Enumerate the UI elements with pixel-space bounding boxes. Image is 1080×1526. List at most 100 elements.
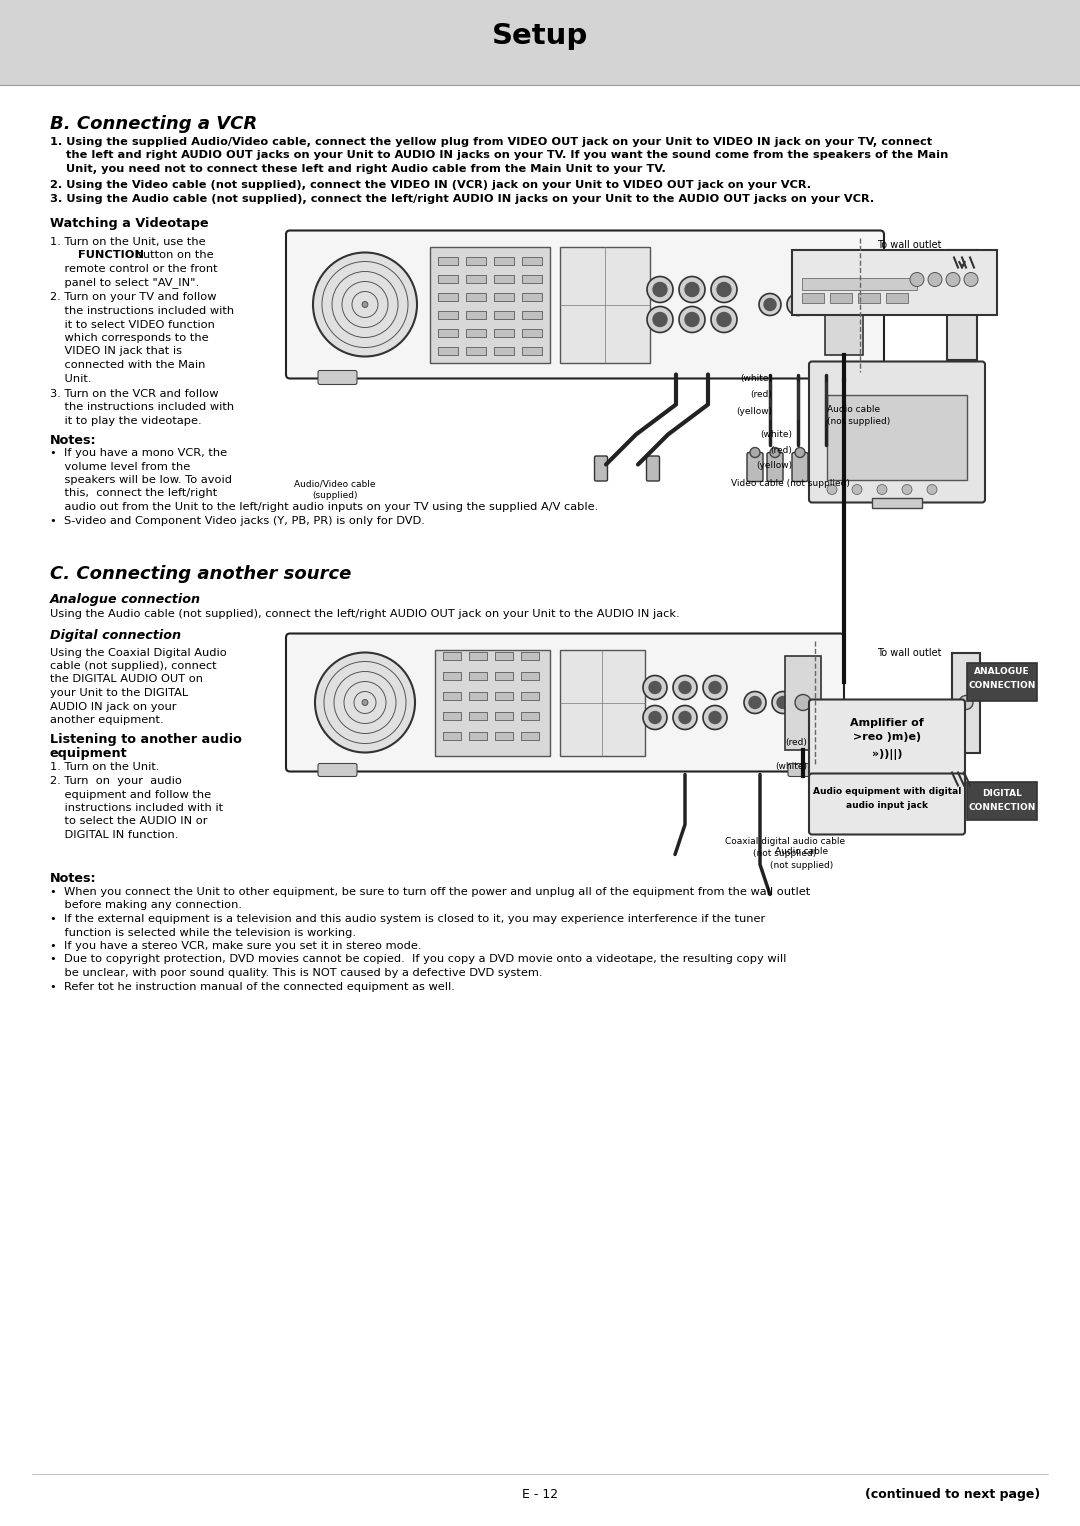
Text: Amplifier of: Amplifier of (850, 717, 923, 728)
Circle shape (759, 293, 781, 316)
Bar (438, 275, 458, 282)
Bar (522, 293, 542, 301)
Text: C. Connecting another source: C. Connecting another source (50, 565, 351, 583)
Text: Audio equipment with digital: Audio equipment with digital (813, 786, 961, 795)
Text: audio input jack: audio input jack (846, 801, 928, 810)
Bar (831, 293, 852, 302)
Text: (white): (white) (775, 763, 807, 772)
Text: (white): (white) (740, 374, 772, 383)
Text: Using the Coaxial Digital Audio: Using the Coaxial Digital Audio (50, 647, 227, 658)
Circle shape (679, 276, 705, 302)
Bar (495, 671, 513, 679)
Circle shape (649, 711, 661, 723)
Text: CONNECTION: CONNECTION (969, 803, 1036, 812)
Circle shape (795, 447, 805, 458)
Text: connected with the Main: connected with the Main (50, 360, 205, 369)
Circle shape (679, 682, 691, 693)
Circle shape (795, 694, 811, 711)
Bar (967, 662, 1037, 700)
Bar (947, 249, 977, 360)
Circle shape (685, 282, 699, 296)
Text: Listening to another audio: Listening to another audio (50, 734, 242, 746)
Bar (465, 275, 486, 282)
Text: Audio/Video cable: Audio/Video cable (294, 479, 376, 488)
Circle shape (711, 307, 737, 333)
Circle shape (708, 682, 721, 693)
Circle shape (827, 484, 837, 494)
Circle shape (711, 276, 737, 302)
Text: which corresponds to the: which corresponds to the (50, 333, 208, 343)
Text: the instructions included with: the instructions included with (50, 307, 234, 316)
Text: >reo )m)e): >reo )m)e) (853, 732, 921, 743)
Bar (443, 711, 461, 719)
Bar (435, 650, 550, 755)
Bar (443, 691, 461, 699)
Bar (495, 691, 513, 699)
Text: •  S-video and Component Video jacks (Y, PB, PR) is only for DVD.: • S-video and Component Video jacks (Y, … (50, 516, 424, 526)
Text: Analogue connection: Analogue connection (50, 594, 201, 606)
Text: it to select VIDEO function: it to select VIDEO function (50, 319, 215, 330)
Text: Watching a Videotape: Watching a Videotape (50, 218, 208, 230)
Text: (yellow): (yellow) (756, 461, 792, 470)
Bar (443, 652, 461, 659)
FancyBboxPatch shape (286, 633, 843, 772)
Circle shape (708, 711, 721, 723)
Bar (438, 328, 458, 337)
Text: Notes:: Notes: (50, 871, 96, 885)
Bar (825, 255, 863, 354)
Text: another equipment.: another equipment. (50, 716, 164, 725)
Bar (827, 395, 967, 479)
Text: •  If you have a stereo VCR, make sure you set it in stereo mode.: • If you have a stereo VCR, make sure yo… (50, 942, 421, 951)
Circle shape (673, 676, 697, 699)
Text: 1. Turn on the Unit.: 1. Turn on the Unit. (50, 763, 160, 772)
Bar (438, 346, 458, 354)
Text: 1. Turn on the Unit, use the: 1. Turn on the Unit, use the (50, 237, 205, 247)
Bar (521, 691, 539, 699)
Text: audio out from the Unit to the left/right audio inputs on your TV using the supp: audio out from the Unit to the left/righ… (50, 502, 598, 513)
Bar (443, 671, 461, 679)
Bar (469, 652, 487, 659)
Bar (494, 256, 514, 264)
Bar (522, 346, 542, 354)
Bar (967, 781, 1037, 819)
Text: equipment: equipment (50, 748, 127, 760)
Bar (494, 275, 514, 282)
FancyBboxPatch shape (286, 230, 885, 378)
Text: To wall outlet: To wall outlet (877, 647, 942, 658)
Text: 2. Turn  on  your  audio: 2. Turn on your audio (50, 777, 181, 786)
Text: 2. Using the Video cable (not supplied), connect the VIDEO IN (VCR) jack on your: 2. Using the Video cable (not supplied),… (50, 180, 811, 191)
Text: to select the AUDIO IN or: to select the AUDIO IN or (50, 816, 207, 827)
Text: (continued to next page): (continued to next page) (865, 1488, 1040, 1502)
Text: To wall outlet: To wall outlet (877, 240, 942, 249)
Bar (792, 249, 997, 314)
Circle shape (820, 299, 832, 310)
Text: •  If the external equipment is a television and this audio system is closed to : • If the external equipment is a televis… (50, 914, 766, 925)
Bar (469, 671, 487, 679)
Circle shape (653, 313, 667, 327)
Circle shape (315, 653, 415, 752)
FancyBboxPatch shape (318, 371, 357, 385)
Circle shape (787, 293, 809, 316)
Text: (red): (red) (770, 446, 792, 455)
Bar (469, 711, 487, 719)
Circle shape (649, 682, 661, 693)
Bar (522, 275, 542, 282)
Circle shape (959, 696, 973, 710)
Text: panel to select "AV_IN".: panel to select "AV_IN". (50, 278, 199, 288)
FancyBboxPatch shape (809, 774, 966, 835)
Bar (872, 497, 922, 508)
Text: DIGITAL IN function.: DIGITAL IN function. (50, 830, 178, 839)
FancyBboxPatch shape (767, 453, 783, 482)
Text: be unclear, with poor sound quality. This is NOT caused by a defective DVD syste: be unclear, with poor sound quality. Thi… (50, 967, 542, 978)
Text: the instructions included with: the instructions included with (50, 403, 234, 412)
Circle shape (703, 676, 727, 699)
Bar (561, 650, 645, 755)
Bar (495, 731, 513, 740)
Bar (494, 346, 514, 354)
Circle shape (955, 298, 969, 311)
Circle shape (647, 276, 673, 302)
Circle shape (852, 484, 862, 494)
Bar (521, 731, 539, 740)
Text: Audio cable: Audio cable (775, 847, 828, 856)
Bar (802, 293, 824, 302)
